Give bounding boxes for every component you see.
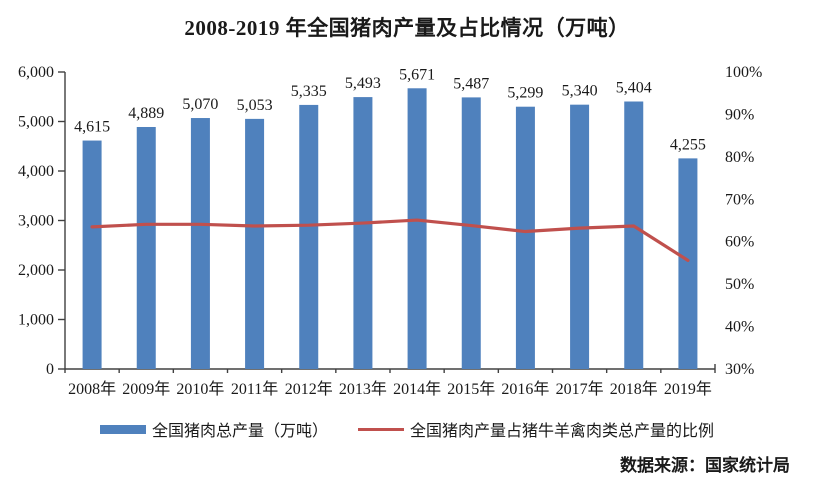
bar-2019年: [678, 158, 698, 369]
left-axis-tick-label: 6,000: [18, 64, 54, 81]
right-axis-tick-label: 80%: [725, 149, 754, 166]
left-axis-tick-label: 0: [46, 361, 54, 378]
bar-2018年: [624, 101, 644, 369]
x-axis-category-label: 2018年: [610, 380, 658, 398]
right-axis-tick-label: 70%: [725, 191, 754, 208]
bar-2012年: [299, 104, 319, 370]
bar-2015年: [461, 97, 481, 370]
legend-label-production: 全国猪肉总产量（万吨）: [151, 423, 328, 440]
bar-2016年: [515, 106, 535, 370]
x-axis-category-label: 2019年: [664, 380, 712, 398]
bar-series-swatch: [99, 424, 146, 434]
x-axis-category-label: 2010年: [176, 380, 224, 398]
right-axis-tick-label: 60%: [725, 234, 754, 251]
bar-value-label: 4,615: [74, 119, 110, 136]
bar-value-label: 5,671: [399, 66, 435, 83]
bar-2017年: [570, 104, 590, 370]
data-source-note: 数据来源：国家统计局: [620, 456, 790, 475]
x-axis-category-label: 2014年: [393, 380, 441, 398]
x-axis-category-label: 2015年: [447, 380, 495, 398]
bar-2011年: [245, 118, 265, 369]
x-axis-category-label: 2008年: [68, 380, 116, 398]
bar-2008年: [82, 140, 102, 369]
legend-label-ratio: 全国猪肉产量占猪牛羊禽肉类总产量的比例: [410, 423, 715, 440]
left-axis-tick-label: 4,000: [18, 163, 54, 180]
right-axis-tick-label: 40%: [725, 319, 754, 336]
x-axis-category-label: 2012年: [285, 380, 333, 398]
legend-item-ratio: 全国猪肉产量占猪牛羊禽肉类总产量的比例: [358, 417, 714, 441]
x-axis-category-label: 2011年: [231, 380, 278, 398]
legend-item-production: 全国猪肉总产量（万吨）: [99, 417, 328, 441]
bar-2010年: [190, 118, 210, 369]
chart-title: 2008-2019 年全国猪肉产量及占比情况（万吨）: [184, 16, 630, 40]
bar-value-label: 5,335: [291, 83, 327, 100]
left-axis-tick-label: 1,000: [18, 312, 54, 329]
left-axis-tick-label: 5,000: [18, 114, 54, 131]
bar-value-label: 5,493: [345, 75, 381, 92]
bar-value-label: 5,299: [507, 85, 543, 102]
x-axis-category-label: 2016年: [501, 380, 549, 398]
left-axis-tick-label: 3,000: [18, 213, 54, 230]
bar-2014年: [407, 88, 427, 370]
bar-value-label: 5,404: [616, 80, 652, 97]
bar-value-label: 5,487: [453, 75, 489, 92]
left-axis-tick-label: 2,000: [18, 262, 54, 279]
bar-value-label: 5,053: [237, 97, 273, 114]
bar-value-label: 4,255: [670, 136, 706, 153]
right-axis-tick-label: 100%: [725, 64, 762, 81]
bar-value-label: 4,889: [128, 105, 164, 122]
line-series-swatch: [358, 427, 404, 431]
bar-value-label: 5,340: [562, 83, 598, 100]
chart-legend: 全国猪肉总产量（万吨） 全国猪肉产量占猪牛羊禽肉类总产量的比例: [0, 417, 814, 441]
right-axis-tick-label: 50%: [725, 276, 754, 293]
bar-value-label: 5,070: [182, 96, 218, 113]
bar-2009年: [136, 126, 156, 369]
right-axis-tick-label: 30%: [725, 361, 754, 378]
x-axis-category-label: 2009年: [122, 380, 170, 398]
ratio-line: [90, 218, 690, 262]
bar-2013年: [353, 97, 373, 369]
right-axis-tick-label: 90%: [725, 106, 754, 123]
x-axis-category-label: 2017年: [556, 380, 604, 398]
combo-chart-plot: 0 1,000 2,000 3,000 4,000 5,000 6,000 30% 40% 50%…: [18, 64, 762, 398]
x-axis-category-label: 2013年: [339, 380, 387, 398]
